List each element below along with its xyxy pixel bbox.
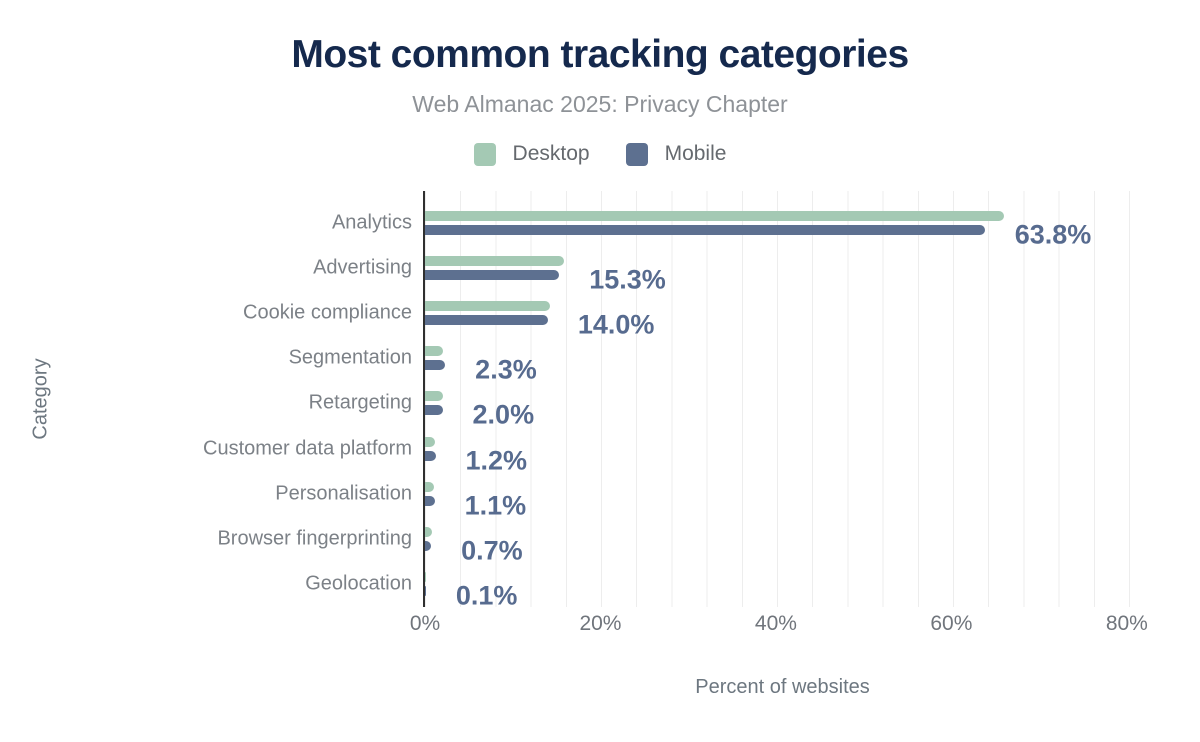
- mobile-swatch-icon: [625, 142, 648, 166]
- category-label: Retargeting: [308, 391, 412, 414]
- value-label: 1.2%: [465, 445, 528, 476]
- category-row: Segmentation 2.3%: [289, 336, 1140, 385]
- mobile-bar[interactable]: [425, 269, 560, 280]
- bar-pair: [425, 572, 1140, 597]
- desktop-bar[interactable]: [425, 527, 433, 538]
- plot-area: Analytics 63.8% Advertising 15.3% Cookie…: [203, 191, 1140, 611]
- y-axis-line: [423, 191, 425, 607]
- desktop-bar[interactable]: [425, 346, 444, 357]
- bar-pair: [425, 436, 1140, 461]
- category-label: Segmentation: [288, 346, 412, 369]
- value-label: 15.3%: [589, 264, 666, 295]
- mobile-bar[interactable]: [425, 495, 435, 506]
- bar-pair: [425, 301, 1140, 326]
- category-label: Customer data platform: [203, 437, 412, 460]
- mobile-bar[interactable]: [425, 586, 426, 597]
- category-row: Advertising 15.3%: [313, 245, 1140, 294]
- category-row: Cookie compliance 14.0%: [243, 290, 1140, 340]
- legend-item-desktop[interactable]: Desktop: [473, 142, 590, 166]
- mobile-bar[interactable]: [425, 224, 985, 235]
- x-tick-label: 40%: [754, 612, 797, 635]
- bar-pair: [425, 527, 1140, 552]
- category-row: Retargeting 2.0%: [309, 381, 1140, 430]
- mobile-bar[interactable]: [425, 315, 548, 326]
- value-label: 2.3%: [475, 354, 537, 385]
- category-row: Browser fingerprinting 0.7%: [217, 517, 1140, 566]
- bar-pair: [425, 210, 1140, 235]
- value-label: 0.7%: [461, 535, 523, 566]
- category-label: Advertising: [313, 256, 412, 279]
- bar-rows: Analytics 63.8% Advertising 15.3% Cookie…: [203, 200, 1140, 611]
- legend-label-desktop: Desktop: [512, 142, 590, 165]
- category-row: Geolocation 0.1%: [305, 562, 1140, 611]
- desktop-bar[interactable]: [425, 301, 550, 312]
- x-axis-title: Percent of websites: [695, 676, 870, 698]
- desktop-swatch-icon: [473, 142, 496, 166]
- bar-pair: [425, 481, 1140, 506]
- chart-title: Most common tracking categories: [291, 33, 909, 76]
- category-row: Customer data platform 1.2%: [203, 426, 1140, 475]
- category-label: Analytics: [331, 211, 412, 234]
- bar-pair: [425, 346, 1140, 371]
- mobile-bar[interactable]: [425, 541, 432, 552]
- legend: Desktop Mobile: [0, 142, 1200, 166]
- value-label: 2.0%: [472, 399, 535, 430]
- category-label: Browser fingerprinting: [217, 527, 412, 550]
- x-tick-label: 80%: [1105, 612, 1148, 635]
- mobile-bar[interactable]: [425, 450, 436, 461]
- bar-pair: [425, 391, 1140, 416]
- value-label: 63.8%: [1014, 219, 1092, 250]
- x-tick-label: 60%: [930, 612, 973, 635]
- category-label: Geolocation: [305, 572, 412, 595]
- desktop-bar[interactable]: [425, 436, 435, 447]
- desktop-bar[interactable]: [425, 481, 434, 492]
- x-axis-ticks: 0% 20% 40% 60% 80%: [410, 612, 1148, 642]
- desktop-bar[interactable]: [425, 255, 565, 266]
- category-label: Personalisation: [275, 482, 412, 505]
- legend-item-mobile[interactable]: Mobile: [625, 142, 727, 166]
- desktop-bar[interactable]: [425, 210, 1005, 221]
- category-label: Cookie compliance: [243, 301, 412, 324]
- value-label: 0.1%: [455, 580, 518, 611]
- bar-pair: [425, 255, 1140, 280]
- y-axis-title: Category: [29, 358, 52, 440]
- desktop-bar[interactable]: [425, 572, 426, 583]
- category-row: Analytics 63.8%: [332, 200, 1140, 249]
- desktop-bar[interactable]: [425, 391, 443, 402]
- mobile-bar[interactable]: [425, 405, 443, 416]
- legend-label-mobile: Mobile: [664, 142, 727, 165]
- x-tick-label: 20%: [579, 612, 622, 635]
- x-tick-label: 0%: [409, 612, 441, 635]
- mobile-bar[interactable]: [425, 360, 446, 371]
- value-label: 14.0%: [577, 309, 655, 340]
- value-label: 1.1%: [464, 490, 527, 521]
- chart-subtitle: Web Almanac 2025: Privacy Chapter: [412, 91, 788, 117]
- category-row: Personalisation 1.1%: [275, 471, 1140, 520]
